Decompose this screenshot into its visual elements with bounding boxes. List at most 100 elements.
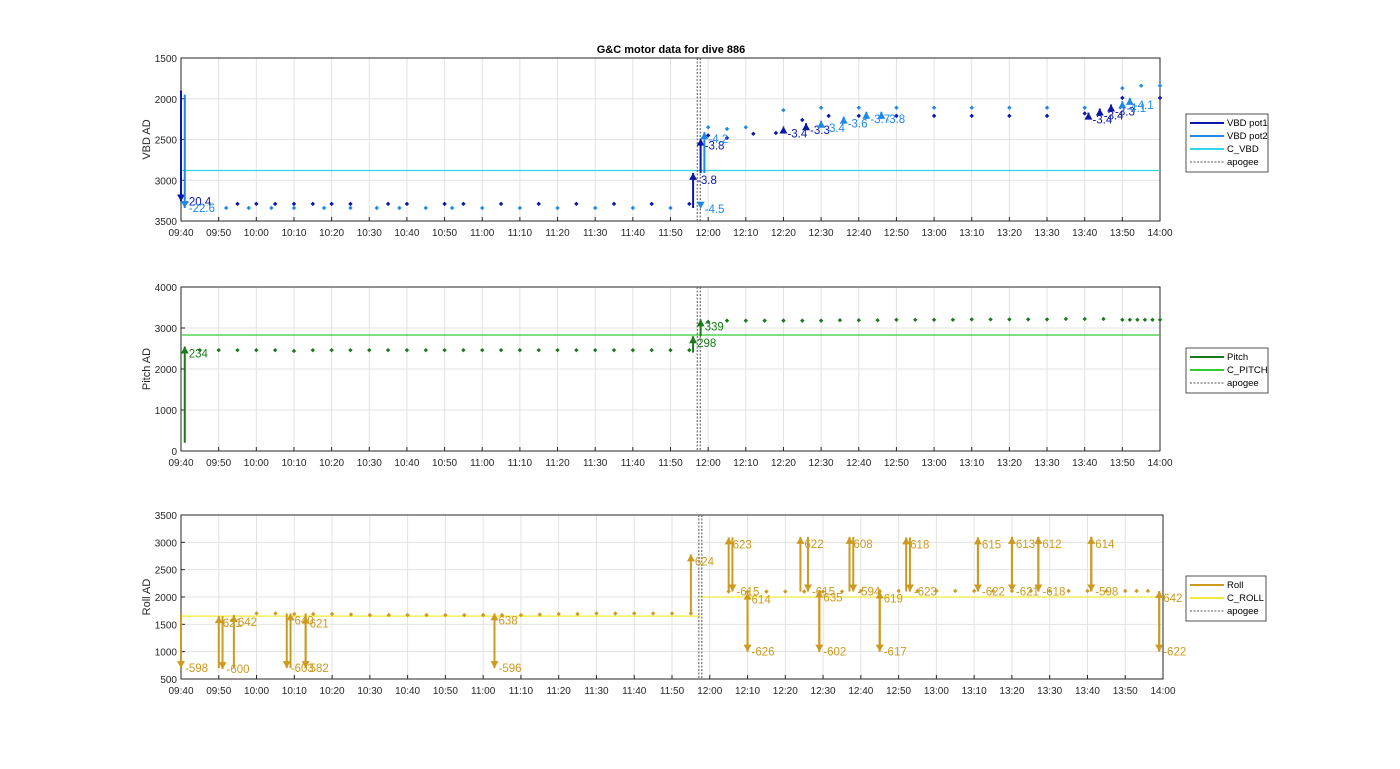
annotation-label: -3.8 <box>885 114 905 126</box>
x-tick-label: 12:00 <box>696 458 721 469</box>
x-tick-label: 11:50 <box>660 686 685 697</box>
data-point <box>988 317 993 322</box>
x-tick-label: 14:00 <box>1147 228 1172 239</box>
x-tick-label: 11:10 <box>508 458 533 469</box>
data-point <box>310 201 315 207</box>
data-point <box>1157 317 1163 322</box>
move-arrow-head <box>1034 584 1043 592</box>
legend-label: C_VBD <box>1227 144 1259 155</box>
x-tick-label: 11:50 <box>658 228 683 239</box>
data-point <box>894 113 899 119</box>
x-tick-label: 13:40 <box>1072 458 1097 469</box>
x-tick-label: 10:10 <box>282 686 307 697</box>
annotation-label: -3.4 <box>1104 111 1124 123</box>
annotation-label: -4.1 <box>1126 103 1146 115</box>
legend-label: C_PITCH <box>1227 365 1268 376</box>
data-point <box>818 318 824 323</box>
data-point <box>611 201 617 207</box>
x-tick-label: 10:50 <box>432 228 457 239</box>
y-tick-label: 1500 <box>155 54 178 65</box>
annotation-label: 635 <box>823 592 842 604</box>
data-point <box>273 611 278 616</box>
data-point <box>630 205 636 211</box>
annotation-label: -598 <box>185 663 208 675</box>
data-point <box>773 130 779 136</box>
data-point <box>498 347 504 353</box>
data-point <box>272 201 278 207</box>
annotation-label: 642 <box>1163 593 1182 605</box>
data-point <box>1082 316 1087 322</box>
annotation-label: -623 <box>914 587 937 599</box>
move-arrow-head <box>700 132 709 140</box>
data-point <box>592 205 598 211</box>
x-tick-label: 12:20 <box>771 228 796 239</box>
x-tick-label: 10:20 <box>320 686 345 697</box>
move-arrow-head <box>689 336 698 344</box>
data-point <box>329 347 334 353</box>
data-point <box>1044 113 1050 119</box>
x-tick-label: 13:30 <box>1035 458 1060 469</box>
move-arrow-head <box>803 584 812 592</box>
y-tick-label: 3500 <box>155 217 178 228</box>
data-point <box>724 318 730 323</box>
data-point <box>820 589 826 594</box>
data-point <box>915 588 920 594</box>
x-tick-label: 13:10 <box>962 686 987 697</box>
data-point <box>575 611 580 617</box>
annotation-label: -626 <box>752 647 775 659</box>
move-arrow-head <box>180 346 189 354</box>
panel-1: 09:40 09:50 10:00 10:10 10:20 10:30 10:40 10:50… <box>141 54 1269 239</box>
x-tick-label: 11:20 <box>547 686 572 697</box>
x-tick-label: 13:20 <box>997 228 1022 239</box>
annotation-label: 582 <box>310 663 329 675</box>
move-arrow-head <box>1125 97 1134 105</box>
data-point <box>480 205 485 211</box>
move-arrow-head <box>902 537 911 545</box>
x-tick-label: 13:00 <box>922 228 947 239</box>
x-tick-label: 13:40 <box>1072 228 1097 239</box>
x-tick-label: 13:00 <box>924 686 949 697</box>
y-tick-label: 3000 <box>155 324 178 335</box>
annotation-label: -3.4 <box>1092 115 1112 127</box>
x-tick-label: 12:40 <box>848 686 873 697</box>
move-arrow-head <box>779 126 788 134</box>
data-point <box>877 588 882 594</box>
legend-label: apogee <box>1227 606 1259 617</box>
data-point <box>1142 317 1148 322</box>
annotation-label: -4.1 <box>1134 100 1154 112</box>
y-axis-label: Roll AD <box>141 579 153 616</box>
annotation-label: -622 <box>982 587 1005 599</box>
panel-2: 09:40 09:50 10:00 10:10 10:20 10:30 10:40 10:50… <box>141 283 1269 469</box>
data-point <box>743 318 749 323</box>
move-arrow-head <box>862 111 871 119</box>
data-point <box>235 347 240 353</box>
x-tick-label: 11:20 <box>545 458 570 469</box>
move-arrow-head <box>490 661 499 669</box>
x-tick-label: 12:20 <box>771 458 796 469</box>
data-point <box>254 201 259 207</box>
data-point <box>705 319 711 325</box>
x-tick-label: 10:00 <box>244 458 269 469</box>
data-point <box>291 348 297 354</box>
data-point <box>223 205 229 211</box>
annotation-label: 621 <box>310 619 329 631</box>
data-point <box>781 107 786 113</box>
x-tick-label: 14:00 <box>1147 458 1172 469</box>
annotation-label: 619 <box>884 594 903 606</box>
y-tick-label: 1000 <box>155 648 178 659</box>
x-tick-label: 12:00 <box>696 228 721 239</box>
panel-3: 09:40 09:50 10:00 10:10 10:20 10:30 10:40 10:50… <box>141 511 1267 697</box>
x-tick-label: 09:40 <box>168 228 193 239</box>
annotation-label: 638 <box>498 615 517 627</box>
data-point <box>272 347 278 353</box>
x-tick-label: 09:50 <box>206 686 231 697</box>
data-point <box>931 105 937 110</box>
annotation-label: -3.3 <box>810 125 830 137</box>
x-tick-label: 13:30 <box>1037 686 1062 697</box>
legend-label: apogee <box>1227 157 1259 168</box>
data-point <box>971 588 977 594</box>
move-arrow-head <box>815 644 824 652</box>
data-point <box>385 347 391 353</box>
data-point <box>1082 105 1087 110</box>
data-point <box>404 347 410 353</box>
